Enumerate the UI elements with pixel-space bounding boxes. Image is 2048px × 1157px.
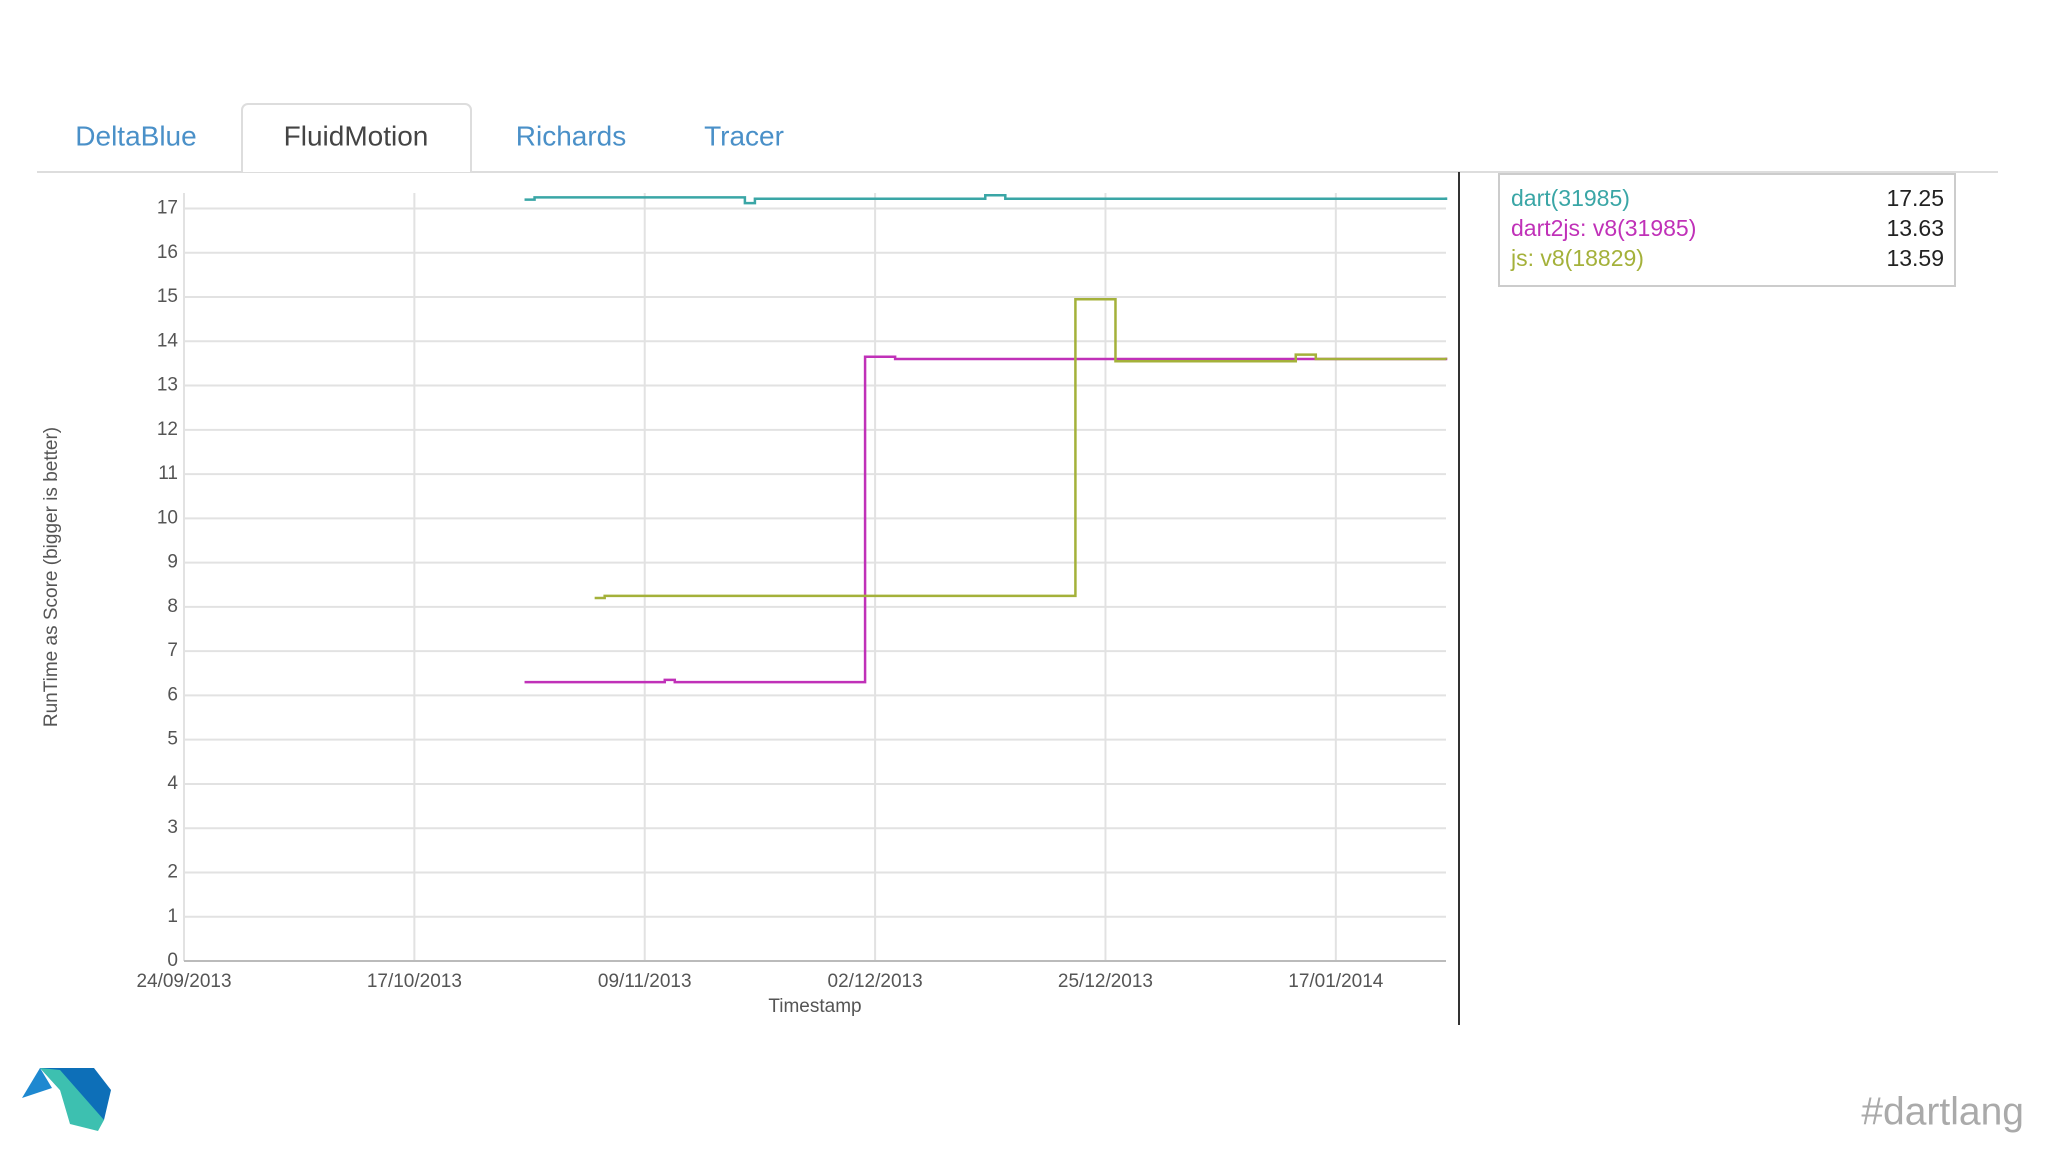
- y-tick-label: 12: [157, 419, 178, 440]
- series-line: [594, 297, 1448, 600]
- y-axis-label: RunTime as Score (bigger is better): [41, 427, 62, 727]
- legend-value: 17.25: [1886, 185, 1944, 211]
- y-tick-label: 10: [157, 507, 178, 528]
- y-tick-label: 3: [167, 817, 178, 838]
- tab[interactable]: FluidMotion: [284, 120, 429, 151]
- y-tick-label: 15: [157, 286, 178, 307]
- x-tick-label: 24/09/2013: [136, 971, 231, 992]
- y-tick-label: 2: [167, 861, 178, 882]
- y-tick-label: 17: [157, 198, 178, 219]
- series-line: [524, 193, 1448, 205]
- dart-logo: [22, 1068, 111, 1131]
- y-tick-label: 7: [167, 640, 178, 661]
- hashtag: #dartlang: [1861, 1090, 2024, 1133]
- active-tab-box: [241, 103, 472, 172]
- tab[interactable]: Tracer: [704, 120, 784, 151]
- x-tick-label: 17/01/2014: [1288, 971, 1384, 992]
- y-tick-label: 9: [167, 552, 178, 573]
- y-tick-label: 13: [157, 375, 178, 396]
- x-tick-label: 17/10/2013: [367, 971, 462, 992]
- legend-name: js: v8(18829): [1510, 245, 1644, 271]
- logo-part: [40, 1068, 104, 1131]
- legend-value: 13.63: [1886, 215, 1944, 241]
- y-tick-label: 5: [167, 729, 178, 750]
- legend-value: 13.59: [1886, 245, 1944, 271]
- logo-part: [22, 1068, 52, 1098]
- y-tick-label: 6: [167, 684, 178, 705]
- y-tick-label: 0: [167, 950, 178, 971]
- x-axis-label: Timestamp: [768, 996, 861, 1017]
- legend-name: dart2js: v8(31985): [1511, 215, 1696, 241]
- y-tick-label: 1: [167, 906, 178, 927]
- y-tick-label: 16: [157, 242, 178, 263]
- x-tick-label: 02/12/2013: [828, 971, 923, 992]
- y-tick-label: 11: [158, 463, 178, 484]
- legend-name: dart(31985): [1511, 185, 1630, 211]
- y-tick-label: 4: [167, 773, 178, 794]
- y-tick-label: 8: [167, 596, 178, 617]
- x-tick-label: 09/11/2013: [598, 971, 692, 992]
- tab[interactable]: DeltaBlue: [75, 120, 196, 151]
- tab[interactable]: Richards: [516, 120, 626, 151]
- legend-box: [1498, 173, 1956, 287]
- series-line: [524, 355, 1448, 684]
- x-tick-label: 25/12/2013: [1058, 971, 1153, 992]
- y-tick-label: 14: [157, 330, 179, 351]
